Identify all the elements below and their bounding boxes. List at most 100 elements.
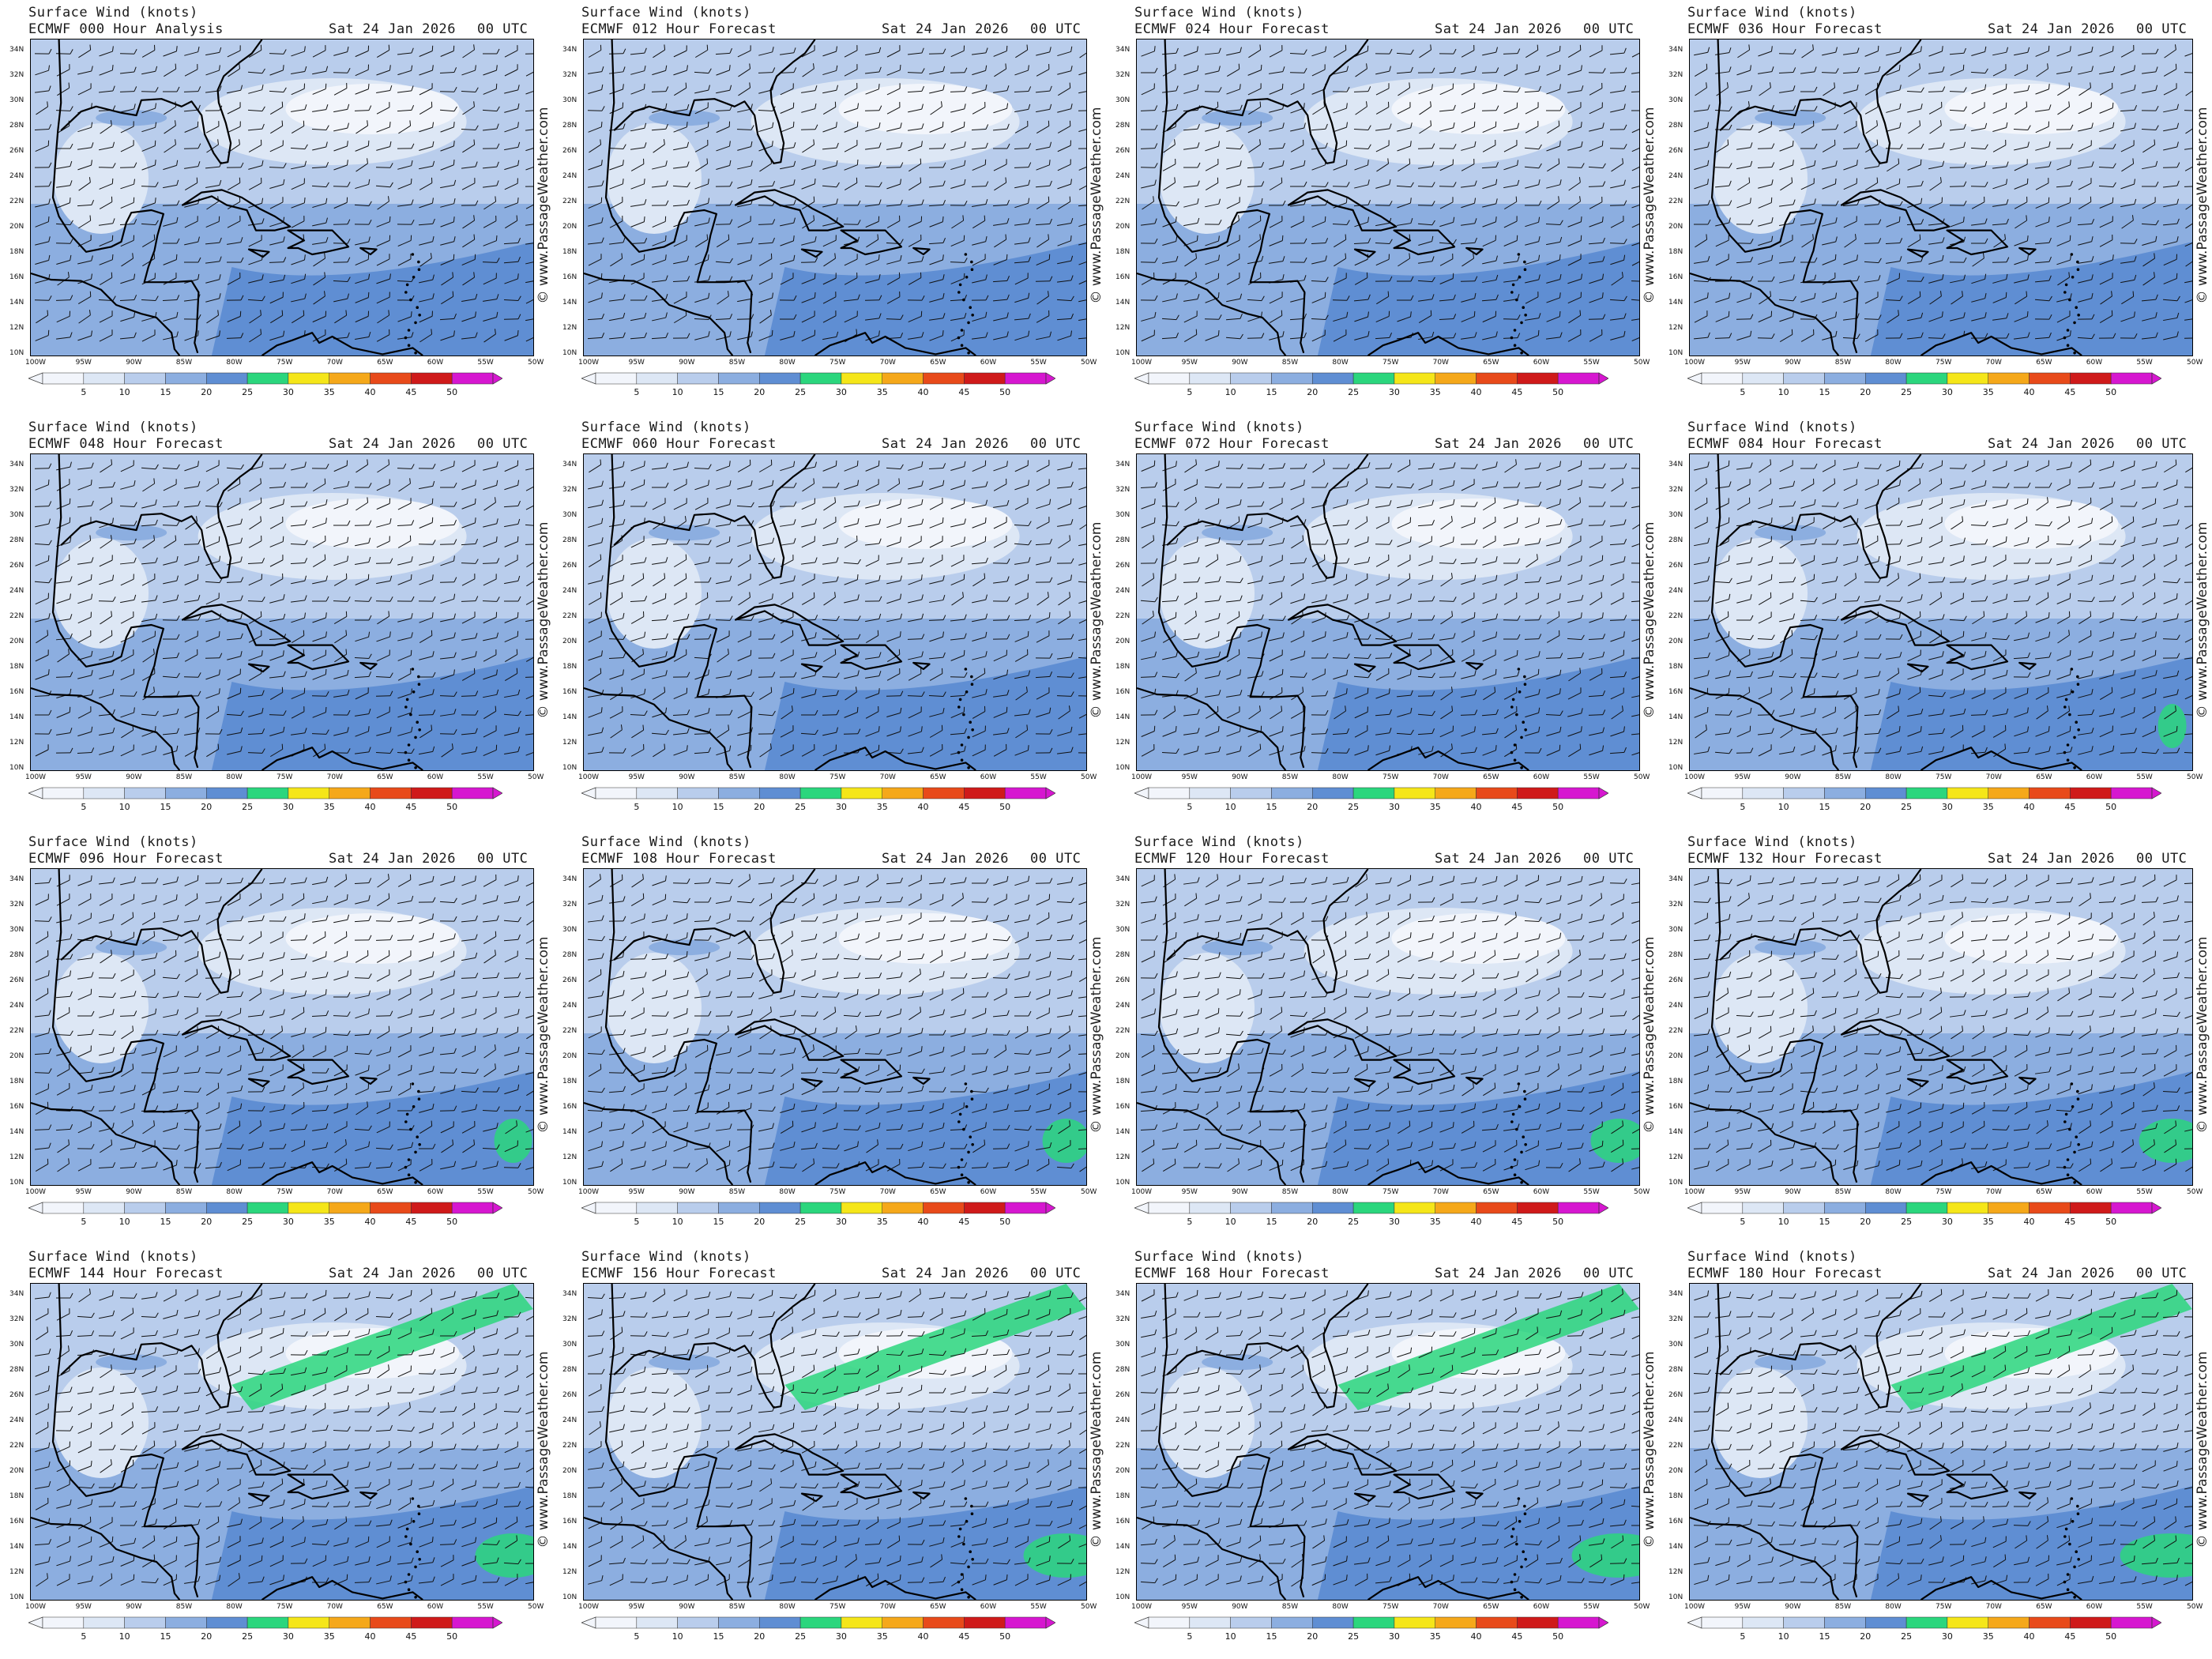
wind-map (1136, 453, 1640, 771)
latitude-label: 24N (1115, 1416, 1130, 1424)
colorbar-label: 30 (282, 1631, 294, 1642)
forecast-label: ECMWF 048 Hour Forecast (28, 436, 224, 452)
colorbar-label: 35 (1429, 1217, 1441, 1227)
latitude-label: 24N (1668, 172, 1683, 180)
longitude-label: 95W (1181, 1603, 1198, 1611)
latitude-label: 32N (1668, 71, 1683, 79)
forecast-date: Sat 24 Jan 2026 (329, 436, 457, 452)
latitude-label: 10N (562, 1593, 577, 1601)
forecast-label: ECMWF 096 Hour Forecast (28, 851, 224, 867)
colorbar-label: 10 (672, 387, 683, 397)
longitude-label: 75W (276, 359, 293, 367)
forecast-label: ECMWF 120 Hour Forecast (1134, 851, 1330, 867)
latitude-label: 10N (562, 349, 577, 357)
longitude-label: 95W (75, 359, 92, 367)
longitude-label: 50W (1634, 359, 1650, 367)
watermark-text: © www.PassageWeather.com (536, 521, 551, 719)
longitude-label: 50W (2187, 359, 2203, 367)
longitude-label: 80W (1885, 359, 1902, 367)
colorbar-label: 25 (1348, 1631, 1360, 1642)
longitude-label: 50W (528, 359, 544, 367)
latitude-label: 32N (1668, 1315, 1683, 1323)
longitude-label: 55W (1583, 359, 1600, 367)
latitude-label: 30N (1668, 96, 1683, 104)
watermark-text: © www.PassageWeather.com (1642, 1351, 1657, 1548)
longitude-label: 75W (276, 773, 293, 781)
longitude-label: 65W (930, 1188, 946, 1196)
latitude-label: 26N (1668, 976, 1683, 984)
longitude-label: 90W (1232, 773, 1248, 781)
longitude-label: 85W (1281, 359, 1299, 367)
latitude-label: 34N (1115, 875, 1130, 883)
map-title: Surface Wind (knots) (28, 1249, 198, 1265)
map-title-text: Surface Wind (knots) (581, 834, 751, 850)
longitude-label: 90W (1232, 1603, 1248, 1611)
colorbar-label: 20 (1307, 802, 1319, 812)
latitude-label: 20N (1115, 1052, 1130, 1060)
latitude-label: 22N (9, 1027, 24, 1035)
latitude-label: 16N (9, 273, 24, 281)
longitude-label: 50W (1081, 359, 1097, 367)
forecast-date: Sat 24 Jan 2026 (1988, 436, 2116, 452)
colorbar-swatches (1134, 1616, 1608, 1629)
latitude-label: 30N (9, 511, 24, 519)
colorbar-label: 25 (242, 1217, 254, 1227)
map-subtitle: ECMWF 096 Hour Forecast Sat 24 Jan 2026 00… (28, 851, 528, 867)
forecast-utc: 00 UTC (2136, 436, 2188, 452)
latitude-label: 24N (9, 172, 24, 180)
watermark: © www.PassageWeather.com (2187, 71, 2212, 340)
forecast-label: ECMWF 132 Hour Forecast (1687, 851, 1883, 867)
wind-map-canvas (31, 1284, 533, 1600)
forecast-label: ECMWF 072 Hour Forecast (1134, 436, 1330, 452)
latitude-label: 10N (9, 764, 24, 772)
map-title-text: Surface Wind (knots) (1687, 5, 1857, 21)
colorbar-label: 50 (999, 387, 1011, 397)
map-title: Surface Wind (knots) (1687, 834, 1857, 850)
latitude-label: 18N (1115, 663, 1130, 671)
latitude-label: 24N (1115, 172, 1130, 180)
colorbar-label: 40 (917, 802, 929, 812)
longitude-label: 90W (1785, 773, 1801, 781)
latitude-label: 14N (9, 713, 24, 721)
longitude-label: 60W (2086, 1188, 2103, 1196)
colorbar-label: 5 (634, 387, 640, 397)
map-title: Surface Wind (knots) (1687, 5, 1857, 21)
longitude-label: 85W (1834, 1188, 1852, 1196)
latitude-label: 24N (1115, 1002, 1130, 1010)
map-title-text: Surface Wind (knots) (1687, 419, 1857, 435)
colorbar-label: 45 (405, 802, 417, 812)
longitude-label: 90W (679, 359, 695, 367)
longitude-label: 65W (930, 1603, 946, 1611)
colorbar-swatches (1687, 787, 2161, 799)
colorbar-label: 40 (364, 802, 376, 812)
longitude-label: 50W (528, 1603, 544, 1611)
longitude-label: 60W (427, 1603, 444, 1611)
longitude-label: 85W (175, 773, 193, 781)
latitude-label: 28N (1115, 122, 1130, 130)
longitude-label: 65W (2036, 1603, 2052, 1611)
longitude-label: 75W (830, 359, 846, 367)
latitude-label: 22N (562, 612, 577, 620)
latitude-label: 34N (1668, 46, 1683, 54)
latitude-label: 34N (1115, 461, 1130, 468)
colorbar-label: 50 (1552, 802, 1564, 812)
forecast-label: ECMWF 144 Hour Forecast (28, 1266, 224, 1281)
colorbar-label: 40 (2023, 387, 2035, 397)
latitude-label: 22N (9, 198, 24, 205)
longitude-label: 60W (427, 359, 444, 367)
latitude-label: 20N (1668, 1052, 1683, 1060)
latitude-label: 22N (1115, 1027, 1130, 1035)
latitude-label: 18N (9, 1078, 24, 1085)
colorbar-label: 25 (1348, 387, 1360, 397)
latitude-label: 32N (1115, 901, 1130, 908)
map-title-text: Surface Wind (knots) (581, 5, 751, 21)
forecast-label: ECMWF 024 Hour Forecast (1134, 21, 1330, 37)
forecast-date: Sat 24 Jan 2026 (1435, 851, 1563, 867)
forecast-utc: 00 UTC (2136, 1266, 2188, 1281)
longitude-label: 65W (377, 359, 393, 367)
latitude-label: 14N (1115, 299, 1130, 307)
colorbar-label: 15 (1266, 1217, 1277, 1227)
latitude-label: 12N (9, 324, 24, 332)
latitude-label: 24N (9, 587, 24, 595)
map-title: Surface Wind (knots) (28, 834, 198, 850)
